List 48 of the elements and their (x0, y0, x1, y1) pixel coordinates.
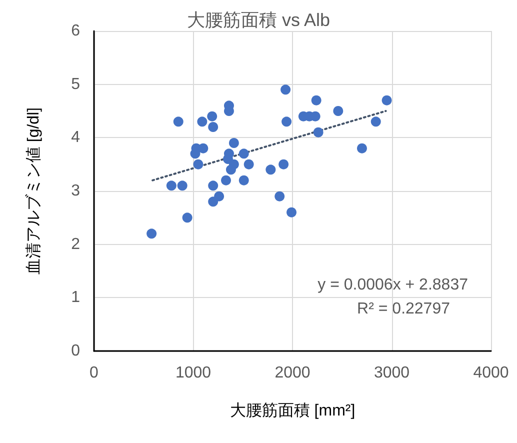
y-axis-title: 血清アルブミン値 [g/dl] (24, 107, 42, 275)
point (333, 106, 344, 116)
point (208, 180, 218, 191)
point (177, 180, 188, 191)
point (208, 122, 218, 132)
point (274, 191, 285, 202)
point (286, 207, 297, 218)
point (190, 148, 200, 159)
point (226, 164, 236, 175)
point (278, 159, 289, 170)
x-tick-label: 0 (90, 364, 99, 382)
point (370, 116, 381, 127)
x-axis-title: 大腰筋面積 [mm²] (230, 402, 356, 420)
annotation: y = 0.0006x + 2.8837 (318, 276, 468, 294)
point (282, 116, 292, 127)
point (193, 159, 204, 170)
point (313, 127, 324, 138)
point (197, 116, 208, 127)
y-tick-label: 3 (71, 182, 80, 200)
point (198, 143, 208, 154)
point (244, 159, 254, 170)
point (280, 84, 291, 95)
point (238, 148, 249, 159)
annotation: R² = 0.22797 (357, 300, 450, 318)
point (228, 138, 239, 148)
y-tick-label: 1 (71, 289, 80, 306)
y-tick-label: 2 (71, 236, 80, 253)
x-tick-label: 3000 (374, 364, 410, 382)
y-tick-label: 5 (71, 76, 80, 93)
point (182, 212, 192, 223)
point (238, 175, 249, 186)
y-tick-label: 4 (71, 129, 80, 146)
x-tick-label: 4000 (473, 364, 509, 382)
point (382, 95, 392, 106)
x-tick-label: 2000 (274, 364, 310, 382)
x-tick-label: 1000 (175, 364, 212, 382)
y-tick-label: 0 (71, 342, 80, 360)
point (311, 95, 322, 106)
point (173, 116, 184, 127)
chart-title: 大腰筋面積 vs Alb (186, 10, 330, 30)
point (207, 111, 218, 122)
y-tick-label: 6 (71, 22, 80, 40)
point (356, 143, 367, 154)
point (266, 164, 276, 175)
point (146, 228, 157, 239)
point (208, 196, 218, 207)
point (166, 180, 176, 191)
point (221, 175, 232, 186)
